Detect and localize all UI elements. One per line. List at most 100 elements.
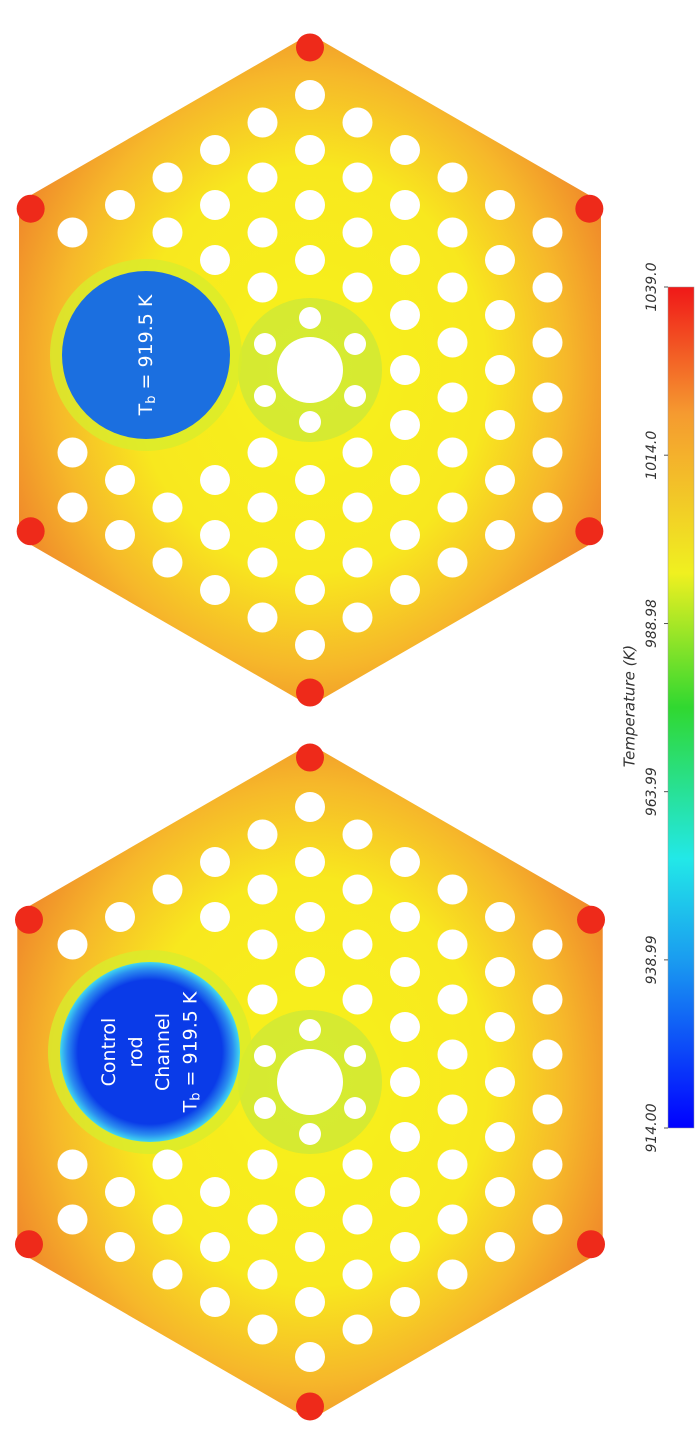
coolant-hole <box>437 437 468 468</box>
coolant-hole <box>390 1067 420 1097</box>
coolant-hole <box>247 492 278 523</box>
coolant-hole <box>57 217 88 248</box>
coolant-hole <box>390 575 420 605</box>
coolant-hole <box>152 217 183 248</box>
coolant-hole <box>532 217 563 248</box>
coolant-hole <box>390 1177 420 1207</box>
coolant-hole <box>532 984 563 1015</box>
hot-spot <box>296 1392 324 1421</box>
coolant-hole <box>57 1149 88 1180</box>
coolant-hole <box>485 902 515 932</box>
coolant-hole <box>532 929 563 960</box>
coolant-hole <box>342 547 373 578</box>
colorbar-tick-label: 914.00 <box>644 1103 660 1152</box>
coolant-hole <box>342 874 373 905</box>
coolant-hole <box>390 957 420 987</box>
subscript: b <box>144 396 159 404</box>
colorbar <box>667 286 695 1129</box>
coolant-hole <box>437 1149 468 1180</box>
coolant-hole <box>295 575 325 605</box>
small-hole <box>299 307 321 329</box>
coolant-hole <box>437 382 468 413</box>
coolant-hole <box>532 437 563 468</box>
hot-spot <box>14 905 43 934</box>
coolant-hole <box>485 1232 515 1262</box>
colorbar-label: Temperature (K) <box>621 645 639 767</box>
coolant-hole <box>105 190 135 220</box>
coolant-hole <box>105 465 135 495</box>
coolant-hole <box>247 107 278 138</box>
coolant-hole <box>57 492 88 523</box>
coolant-hole <box>485 465 515 495</box>
symbol: T <box>135 403 157 416</box>
coolant-hole <box>390 1122 420 1152</box>
coolant-hole <box>295 1287 325 1317</box>
coolant-hole <box>247 547 278 578</box>
coolant-hole <box>152 1259 183 1290</box>
coolant-hole <box>295 1177 325 1207</box>
annotation-line: rod <box>125 1036 147 1067</box>
coolant-hole <box>152 162 183 193</box>
subscript: b <box>188 1093 203 1101</box>
coolant-hole <box>485 190 515 220</box>
coolant-hole <box>342 1314 373 1345</box>
coolant-hole <box>247 929 278 960</box>
coolant-hole <box>200 135 230 165</box>
coolant-hole <box>342 1204 373 1235</box>
coolant-hole <box>390 1012 420 1042</box>
coolant-hole <box>247 602 278 633</box>
hot-spot <box>577 1230 606 1259</box>
hot-spot <box>575 194 604 223</box>
coolant-hole <box>295 792 325 822</box>
coolant-hole <box>152 547 183 578</box>
colorbar-tick-label: 963.99 <box>644 767 660 816</box>
coolant-hole <box>437 984 468 1015</box>
coolant-hole <box>295 1232 325 1262</box>
coolant-hole <box>390 300 420 330</box>
coolant-hole <box>247 162 278 193</box>
small-hole <box>299 1123 321 1145</box>
coolant-hole <box>152 1149 183 1180</box>
coolant-hole <box>342 819 373 850</box>
coolant-hole <box>200 902 230 932</box>
coolant-hole <box>295 80 325 110</box>
coolant-hole <box>295 847 325 877</box>
coolant-hole <box>295 902 325 932</box>
coolant-hole <box>152 492 183 523</box>
coolant-hole <box>295 520 325 550</box>
coolant-hole <box>200 1287 230 1317</box>
coolant-hole <box>390 1232 420 1262</box>
annotation-line: Channel <box>152 1013 174 1091</box>
coolant-hole <box>437 874 468 905</box>
coolant-hole <box>532 1204 563 1235</box>
coolant-hole <box>437 217 468 248</box>
coolant-hole <box>437 1039 468 1070</box>
coolant-hole <box>342 437 373 468</box>
coolant-hole <box>247 1314 278 1345</box>
coolant-hole <box>342 1149 373 1180</box>
coolant-hole <box>342 984 373 1015</box>
coolant-hole <box>295 465 325 495</box>
coolant-hole <box>485 1012 515 1042</box>
coolant-hole <box>105 1177 135 1207</box>
central-hole <box>277 337 343 403</box>
coolant-hole <box>437 492 468 523</box>
small-hole <box>253 333 276 355</box>
coolant-hole <box>437 272 468 303</box>
coolant-hole <box>437 162 468 193</box>
coolant-hole <box>485 1177 515 1207</box>
coolant-hole <box>532 1149 563 1180</box>
coolant-hole <box>342 272 373 303</box>
coolant-hole <box>247 1259 278 1290</box>
colorbar-tick-label: 1014.0 <box>644 431 660 480</box>
hot-spot <box>575 517 604 546</box>
coolant-hole <box>390 520 420 550</box>
coolant-hole <box>390 245 420 275</box>
small-hole <box>299 1019 321 1041</box>
coolant-hole <box>390 847 420 877</box>
coolant-hole <box>57 929 88 960</box>
coolant-hole <box>390 190 420 220</box>
rest: = 919.5 K <box>179 991 201 1092</box>
